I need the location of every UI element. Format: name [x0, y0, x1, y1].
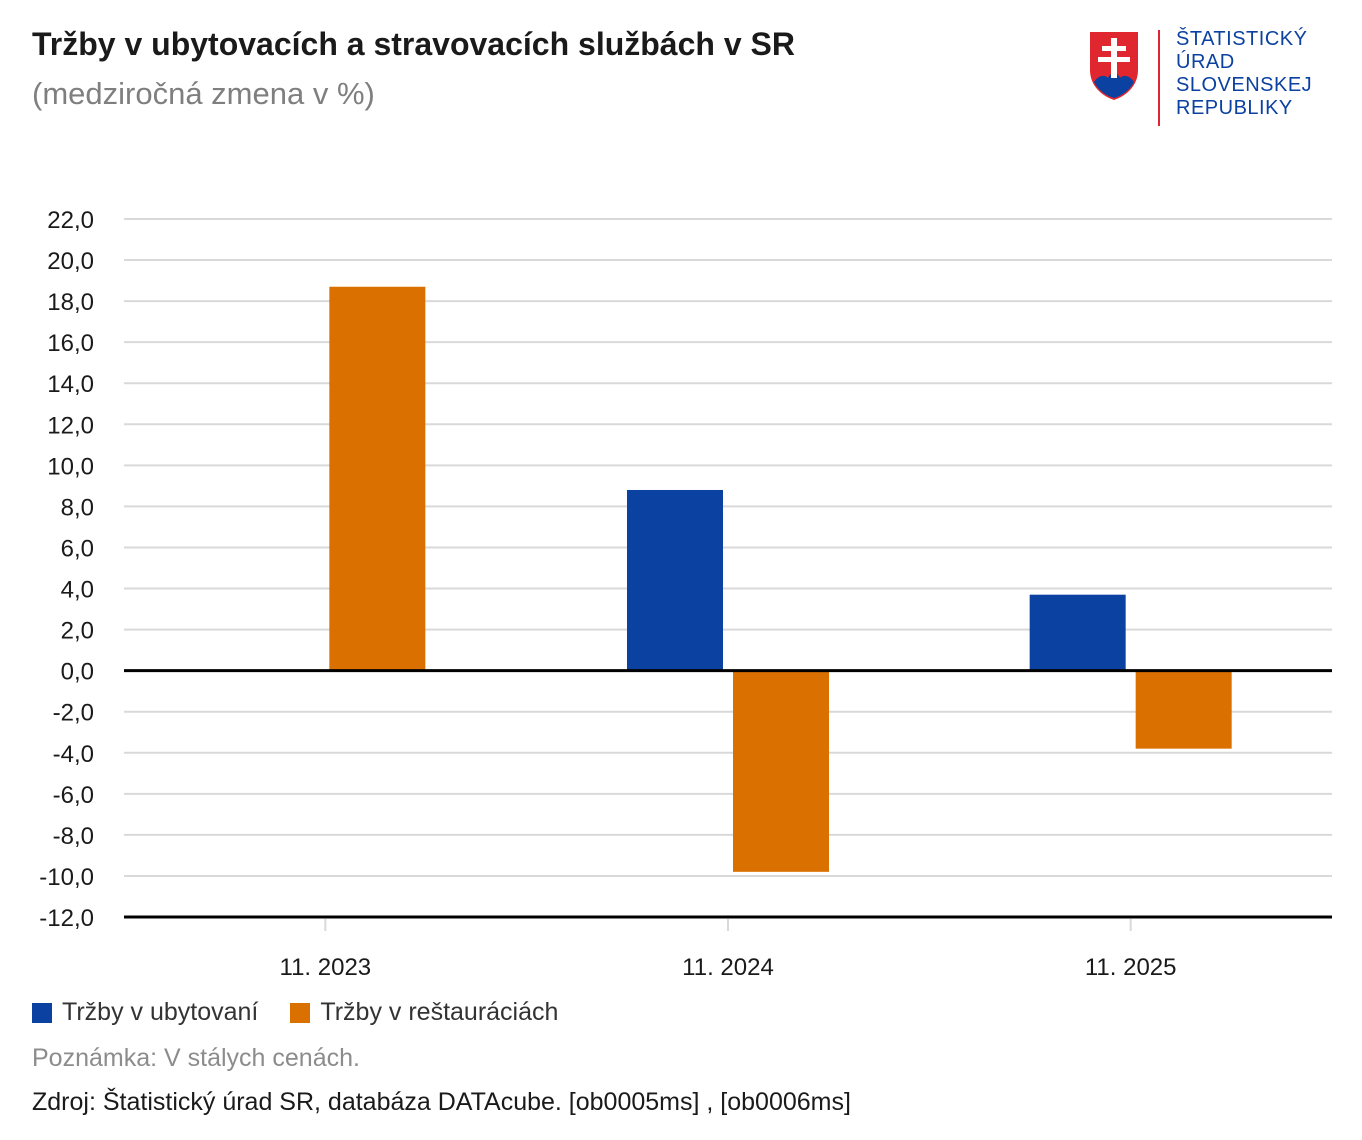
footnote: Poznámka: V stálych cenách.	[32, 1044, 360, 1072]
y-tick-label: 4,0	[61, 577, 94, 604]
x-tick-label: 11. 2024	[682, 954, 774, 981]
source-line: Zdroj: Štatistický úrad SR, databáza DAT…	[32, 1088, 851, 1116]
legend-label-ubytovanie: Tržby v ubytovaní	[62, 998, 259, 1026]
bar-ubytovanie	[627, 489, 723, 671]
y-tick-label: 18,0	[47, 289, 94, 316]
y-tick-label: 16,0	[47, 330, 94, 357]
statistical-office-logo[interactable]: ŠTATISTICKÝ ÚRAD SLOVENSKEJ REPUBLIKY	[1088, 28, 1338, 128]
y-tick-label: -10,0	[39, 864, 94, 891]
logo-line-1: ŠTATISTICKÝ	[1176, 28, 1308, 50]
y-tick-label: -4,0	[53, 741, 94, 768]
bar-chart: 22,0 20,0 18,0 16,0 14,0 12,0 10,0 8,0 6,0 4,0 2,0…	[39, 207, 1332, 981]
y-tick-label: -6,0	[53, 782, 94, 809]
y-tick-label: -2,0	[53, 700, 94, 727]
logo-line-2: ÚRAD	[1176, 51, 1235, 73]
logo-text: ŠTATISTICKÝ ÚRAD SLOVENSKEJ REPUBLIKY	[1176, 28, 1312, 120]
legend-item-ubytovanie[interactable]: Tržby v ubytovaní	[32, 998, 258, 1027]
logo-line-3: SLOVENSKEJ	[1176, 74, 1313, 96]
logo-line-4: REPUBLIKY	[1176, 97, 1293, 119]
y-tick-label: 6,0	[61, 535, 94, 562]
y-tick-label: 14,0	[47, 371, 94, 398]
y-tick-label: 8,0	[61, 494, 94, 521]
x-tick-label: 11. 2023	[280, 954, 372, 981]
chart-title: Tržby v ubytovacích a stravovacích služb…	[32, 26, 795, 62]
x-tick-label: 11. 2025	[1085, 954, 1177, 981]
y-tick-label: 10,0	[47, 453, 94, 480]
legend-swatch-ubytovanie	[32, 1002, 52, 1023]
bar-restauracie	[1135, 670, 1232, 749]
bar-restauracie	[733, 670, 829, 872]
chart-subtitle: (medziročná zmena v %)	[32, 76, 375, 111]
bar-ubytovanie	[1029, 594, 1126, 671]
y-tick-label: -12,0	[39, 905, 94, 932]
y-tick-label: 2,0	[61, 618, 94, 645]
bar-restauracie	[329, 286, 426, 671]
y-tick-label: 0,0	[61, 659, 94, 686]
y-tick-label: -8,0	[53, 823, 94, 850]
y-tick-label: 22,0	[47, 207, 94, 234]
y-tick-label: 20,0	[47, 248, 94, 275]
legend-item-restauracie[interactable]: Tržby v reštauráciách	[290, 998, 558, 1027]
y-tick-label: 12,0	[47, 412, 94, 439]
slovak-coat-of-arms-icon	[1090, 32, 1138, 100]
legend-swatch-restauracie	[290, 1002, 311, 1023]
logo-divider	[1158, 30, 1160, 126]
legend-label-restauracie: Tržby v reštauráciách	[320, 998, 559, 1026]
legend: Tržby v ubytovaní Tržby v reštauráciách	[32, 998, 590, 1027]
